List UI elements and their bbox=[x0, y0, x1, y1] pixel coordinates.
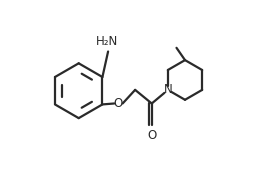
Text: N: N bbox=[163, 83, 172, 96]
Text: H₂N: H₂N bbox=[96, 35, 118, 48]
Text: O: O bbox=[147, 129, 156, 142]
Text: O: O bbox=[114, 97, 123, 110]
